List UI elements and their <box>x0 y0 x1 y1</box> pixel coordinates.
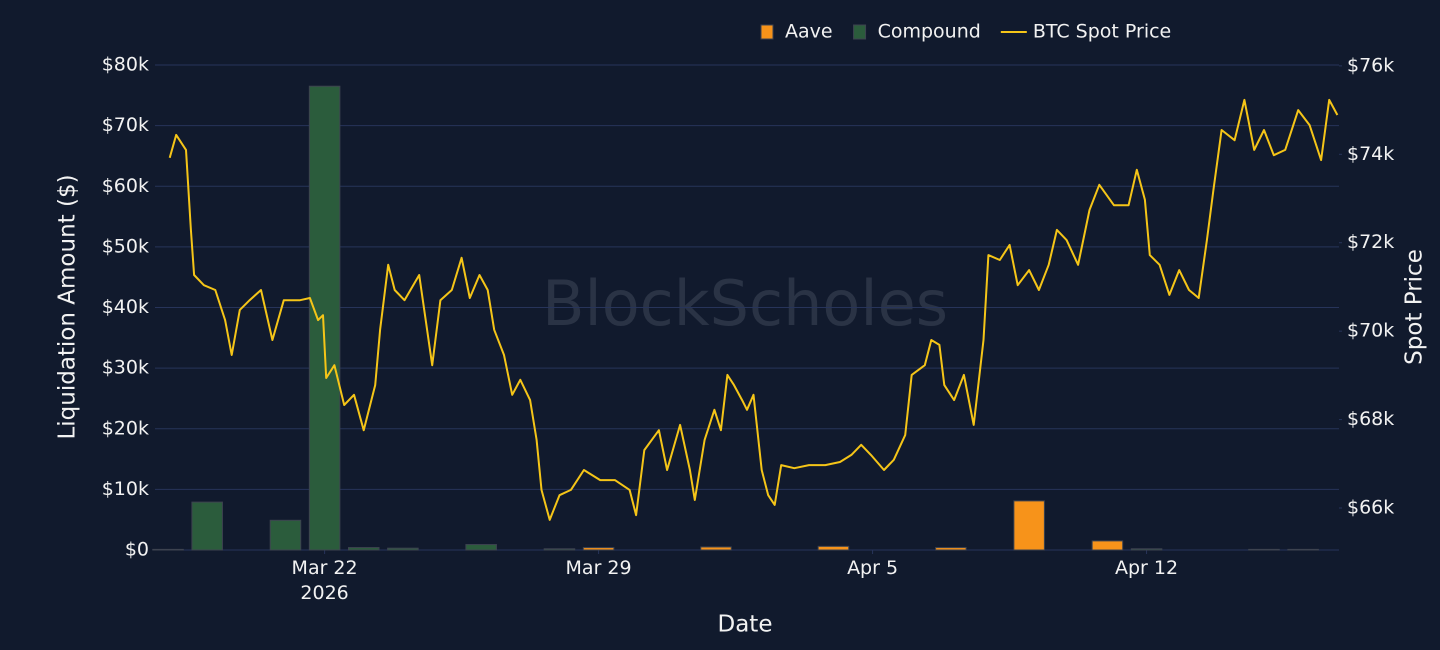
bar <box>347 547 380 551</box>
y-axis-title: Liquidation Amount ($) <box>55 174 81 439</box>
y-tick-label: $50k <box>102 235 149 257</box>
x-tick-label: Mar 22 2026 <box>291 557 358 604</box>
y2-tick-label: $72k <box>1347 231 1394 253</box>
x-tick-label: Apr 5 <box>847 557 899 579</box>
bar <box>308 85 341 551</box>
bar <box>543 548 576 551</box>
y-tick-label: $80k <box>102 54 149 76</box>
bar <box>269 519 302 551</box>
y2-tick-label: $70k <box>1347 320 1394 342</box>
legend-label: Aave <box>785 21 833 43</box>
y-tick-label: $70k <box>102 114 149 136</box>
y2-axis-title: Spot Price <box>1402 249 1428 365</box>
y-tick-label: $10k <box>102 478 149 500</box>
bar <box>152 548 184 551</box>
price-line <box>168 98 1339 521</box>
bar <box>1130 548 1163 551</box>
legend-swatch <box>760 24 774 40</box>
y2-tick-label: $68k <box>1347 408 1394 430</box>
y-tick-label: $20k <box>102 417 149 439</box>
bar <box>582 547 615 551</box>
y-tick-label: $60k <box>102 175 149 197</box>
legend-label: Compound <box>878 21 981 43</box>
legend: Aave Compound BTC Spot Price <box>760 21 1171 43</box>
bar <box>700 546 732 551</box>
legend-label: BTC Spot Price <box>1033 21 1171 43</box>
bar <box>1013 500 1045 551</box>
x-axis-title: Date <box>718 612 773 638</box>
y-tick-label: $30k <box>102 357 149 379</box>
bar <box>1091 540 1124 551</box>
legend-swatch <box>853 24 867 40</box>
x-tick-label: Mar 29 <box>565 557 632 579</box>
bar <box>191 501 223 551</box>
y2-tick-label: $76k <box>1347 54 1394 76</box>
y-tick-label: $40k <box>102 296 149 318</box>
watermark: BlockScholes <box>542 267 948 340</box>
y2-tick-label: $74k <box>1347 143 1394 165</box>
y-tick-label: $0 <box>125 539 149 561</box>
bar <box>817 545 850 551</box>
bar <box>1287 548 1319 551</box>
bar <box>387 547 419 551</box>
x-tick-label: Apr 12 <box>1115 557 1179 579</box>
bar <box>1248 548 1280 551</box>
y2-tick-label: $66k <box>1347 496 1394 518</box>
bar <box>465 544 497 551</box>
bar <box>935 547 967 551</box>
